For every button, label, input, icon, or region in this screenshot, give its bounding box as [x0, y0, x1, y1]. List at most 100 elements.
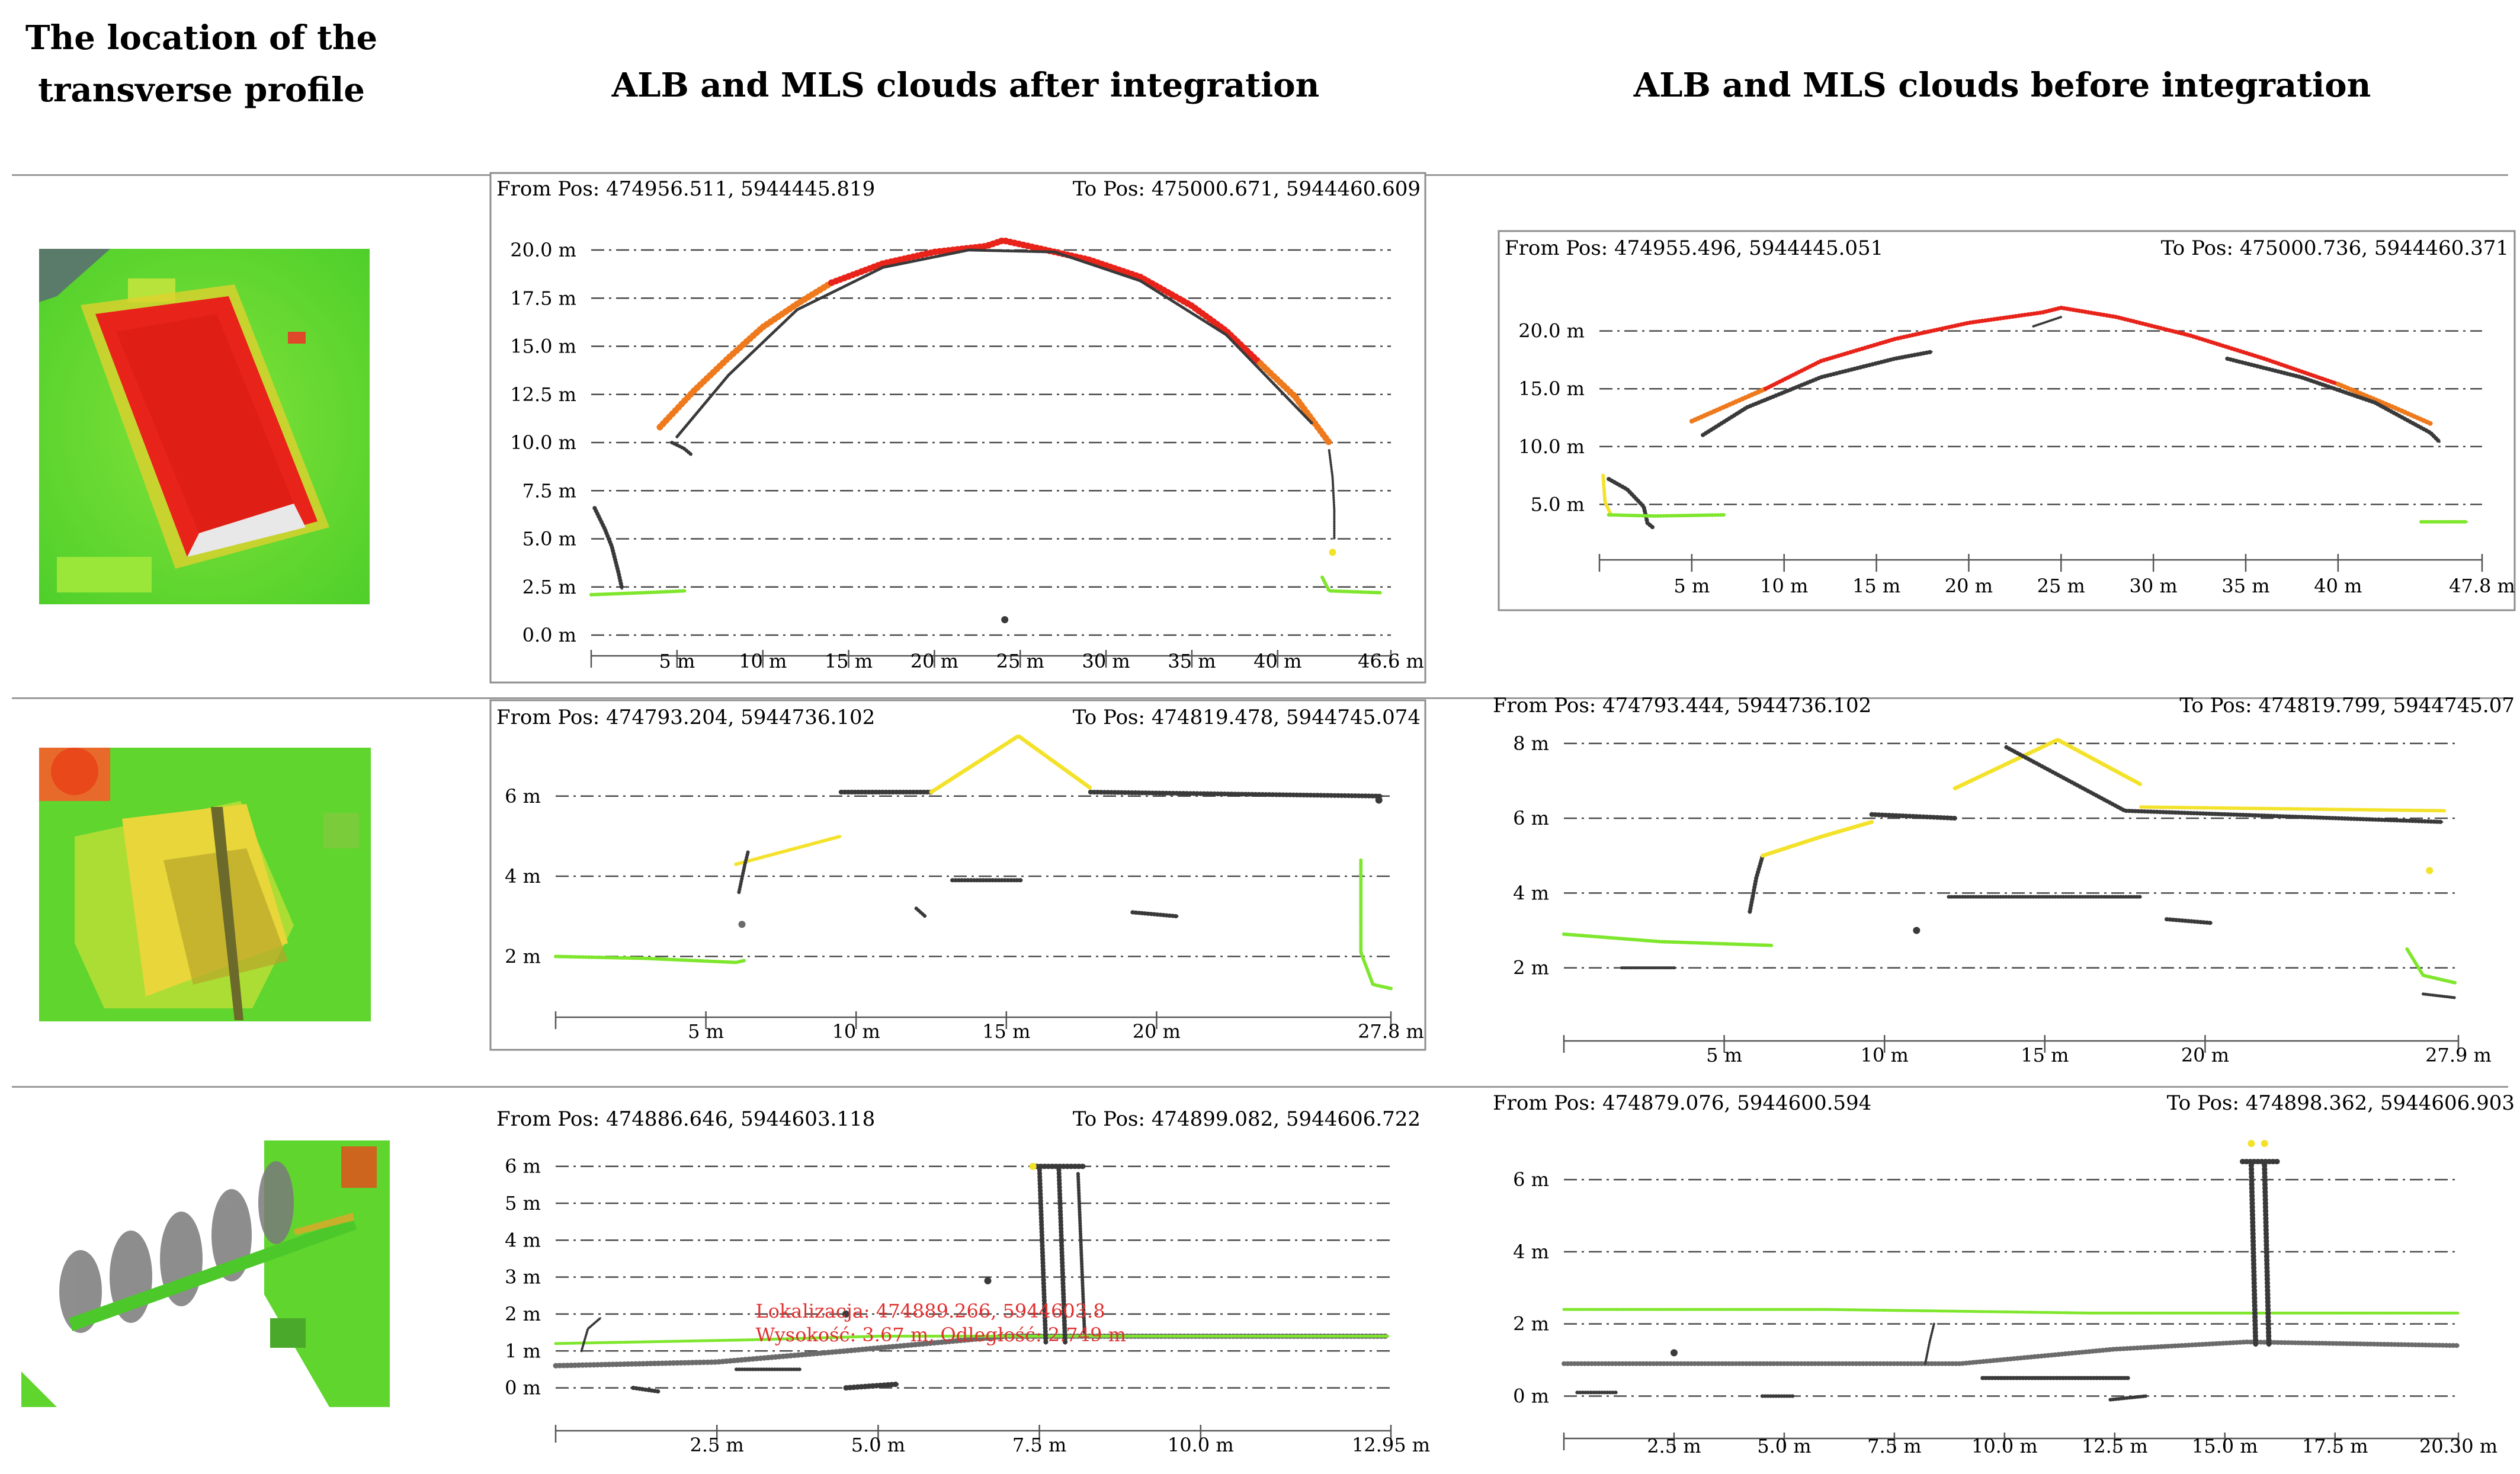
x-tick-label: 7.5 m [1867, 1435, 1921, 1457]
chart-row1-before-svg: From Pos: 474955.496, 5944445.051 To Pos:… [1498, 230, 2516, 611]
y-tick-label: 6 m [505, 785, 541, 808]
chart-row3-after: From Pos: 474886.646, 5944603.118 To Pos:… [490, 1102, 1432, 1469]
point-cloud-point [1329, 549, 1336, 556]
point-cloud-series-core [1089, 791, 1383, 797]
point-cloud-series-core [1563, 1341, 2460, 1365]
y-tick-label: 10.0 m [510, 431, 576, 454]
y-tick-label: 2 m [505, 1303, 541, 1325]
point-cloud-series-core [554, 1335, 1389, 1344]
y-tick-label: 6 m [505, 1155, 541, 1178]
point-cloud-series-core [1925, 1323, 1935, 1364]
x-tick-label: 15 m [1852, 575, 1900, 597]
x-tick-label: 10 m [739, 650, 787, 672]
point-cloud-series-core [830, 239, 1262, 366]
point-cloud-series-core [1764, 306, 2339, 390]
x-tick-label: 35 m [2221, 575, 2269, 597]
y-tick-label: 0 m [1513, 1385, 1549, 1407]
x-tick-label: 20 m [2181, 1044, 2229, 1066]
y-tick-label: 17.5 m [510, 287, 576, 309]
to-pos-label: To Pos: 474899.082, 5944606.722 [1073, 1107, 1421, 1131]
from-pos-label: From Pos: 474793.444, 5944736.102 [1493, 694, 1871, 717]
point-cloud-series-core [1057, 1165, 1067, 1345]
x-tick-label: 5.0 m [1757, 1435, 1811, 1457]
point-cloud-point [1375, 796, 1383, 804]
header-before-integration: ALB and MLS clouds before integration [1633, 66, 2371, 105]
point-cloud-series-core [1038, 1165, 1047, 1345]
header-location-line1: The location of the [25, 18, 378, 57]
dome-building-image [39, 249, 370, 604]
row-divider-1 [12, 697, 2508, 699]
point-cloud-series-core [930, 735, 1092, 793]
to-pos-label: To Pos: 475000.671, 5944460.609 [1073, 177, 1421, 201]
x-tick-label: 27.9 m [2425, 1044, 2492, 1066]
x-tick-label: 20 m [910, 650, 958, 672]
x-tick-label: 40 m [2314, 575, 2362, 597]
y-tick-label: 8 m [1513, 732, 1549, 755]
point-cloud-series-core [1328, 450, 1335, 540]
x-tick-label: 46.6 m [1358, 650, 1424, 672]
x-tick-label: 25 m [996, 650, 1044, 672]
chart-row3-before-svg: From Pos: 474879.076, 5944600.594 To Pos:… [1493, 1091, 2515, 1457]
row-divider-2 [12, 1086, 2508, 1088]
point-cloud-series [1952, 738, 2143, 791]
y-tick-label: 5.0 m [1531, 493, 1585, 515]
point-cloud-series-core [1608, 478, 1654, 529]
x-tick-label: 20.30 m [2419, 1435, 2497, 1457]
chart-frame [489, 172, 1426, 684]
x-tick-label: 27.8 m [1358, 1020, 1424, 1043]
x-tick-label: 30 m [1082, 650, 1130, 672]
point-cloud-series-core [2422, 993, 2456, 999]
point-cloud-series-core [1870, 813, 1957, 819]
chart-row1-after-svg: From Pos: 474956.511, 5944445.819 To Pos:… [489, 172, 1426, 684]
y-tick-label: 5 m [505, 1192, 541, 1215]
y-tick-label: 4 m [1513, 882, 1549, 904]
point-cloud-series-core [2109, 1395, 2147, 1401]
y-tick-label: 20.0 m [1518, 320, 1585, 342]
header-after-integration: ALB and MLS clouds after integration [611, 66, 1320, 105]
point-cloud-point [1029, 1162, 1037, 1170]
point-cloud-series-core [1259, 362, 1331, 444]
point-cloud-series-core [2165, 918, 2213, 924]
chart-row2-after-svg: From Pos: 474793.204, 5944736.102 To Pos:… [489, 699, 1426, 1051]
point-cloud-series [1562, 1340, 2461, 1366]
point-cloud-point [842, 1310, 849, 1318]
x-tick-label: 5 m [1706, 1044, 1742, 1066]
point-cloud-series-core [2032, 316, 2062, 327]
y-tick-label: 2 m [505, 945, 541, 967]
point-cloud-series-core [2337, 383, 2432, 425]
from-pos-label: From Pos: 474793.204, 5944736.102 [496, 706, 875, 729]
gable-house-image [39, 748, 371, 1021]
from-pos-label: From Pos: 474886.646, 5944603.118 [496, 1107, 875, 1131]
header-location: The location of the transverse profile [12, 12, 391, 116]
point-cloud-series-core [844, 1383, 899, 1389]
point-cloud-series-core [1563, 933, 1774, 947]
point-cloud-series-core [1321, 576, 1381, 594]
point-cloud-point [2248, 1140, 2255, 1148]
from-pos-label: From Pos: 474955.496, 5944445.051 [1505, 236, 1883, 260]
y-tick-label: 15.0 m [1518, 377, 1585, 400]
y-tick-label: 0 m [505, 1377, 541, 1399]
point-cloud-point [984, 1277, 992, 1284]
point-cloud-series-core [658, 281, 833, 429]
y-tick-label: 4 m [505, 865, 541, 887]
point-cloud-series-core [2140, 806, 2447, 812]
from-pos-label: From Pos: 474956.511, 5944445.819 [496, 177, 875, 201]
chart-frame [1498, 230, 2516, 611]
point-cloud-series-core [2263, 1164, 2271, 1347]
point-cloud-series-core [594, 507, 623, 590]
x-tick-label: 5.0 m [851, 1434, 905, 1456]
point-cloud-series-core [1131, 911, 1179, 918]
x-tick-label: 15.0 m [2192, 1435, 2258, 1457]
point-cloud-series-core [1608, 514, 1726, 517]
to-pos-label: To Pos: 474819.799, 5944745.07 [2179, 694, 2515, 717]
point-cloud-series-core [738, 851, 749, 893]
point-cloud-series-core [2226, 357, 2441, 443]
x-tick-label: 15 m [2021, 1044, 2069, 1066]
y-tick-label: 12.5 m [510, 383, 576, 406]
point-cloud-series-core [676, 249, 1313, 438]
x-tick-label: 25 m [2037, 575, 2085, 597]
y-tick-label: 2 m [1513, 1313, 1549, 1335]
x-tick-label: 5 m [1673, 575, 1710, 597]
point-cloud-series [580, 1316, 602, 1353]
point-cloud-series-core [554, 956, 746, 963]
